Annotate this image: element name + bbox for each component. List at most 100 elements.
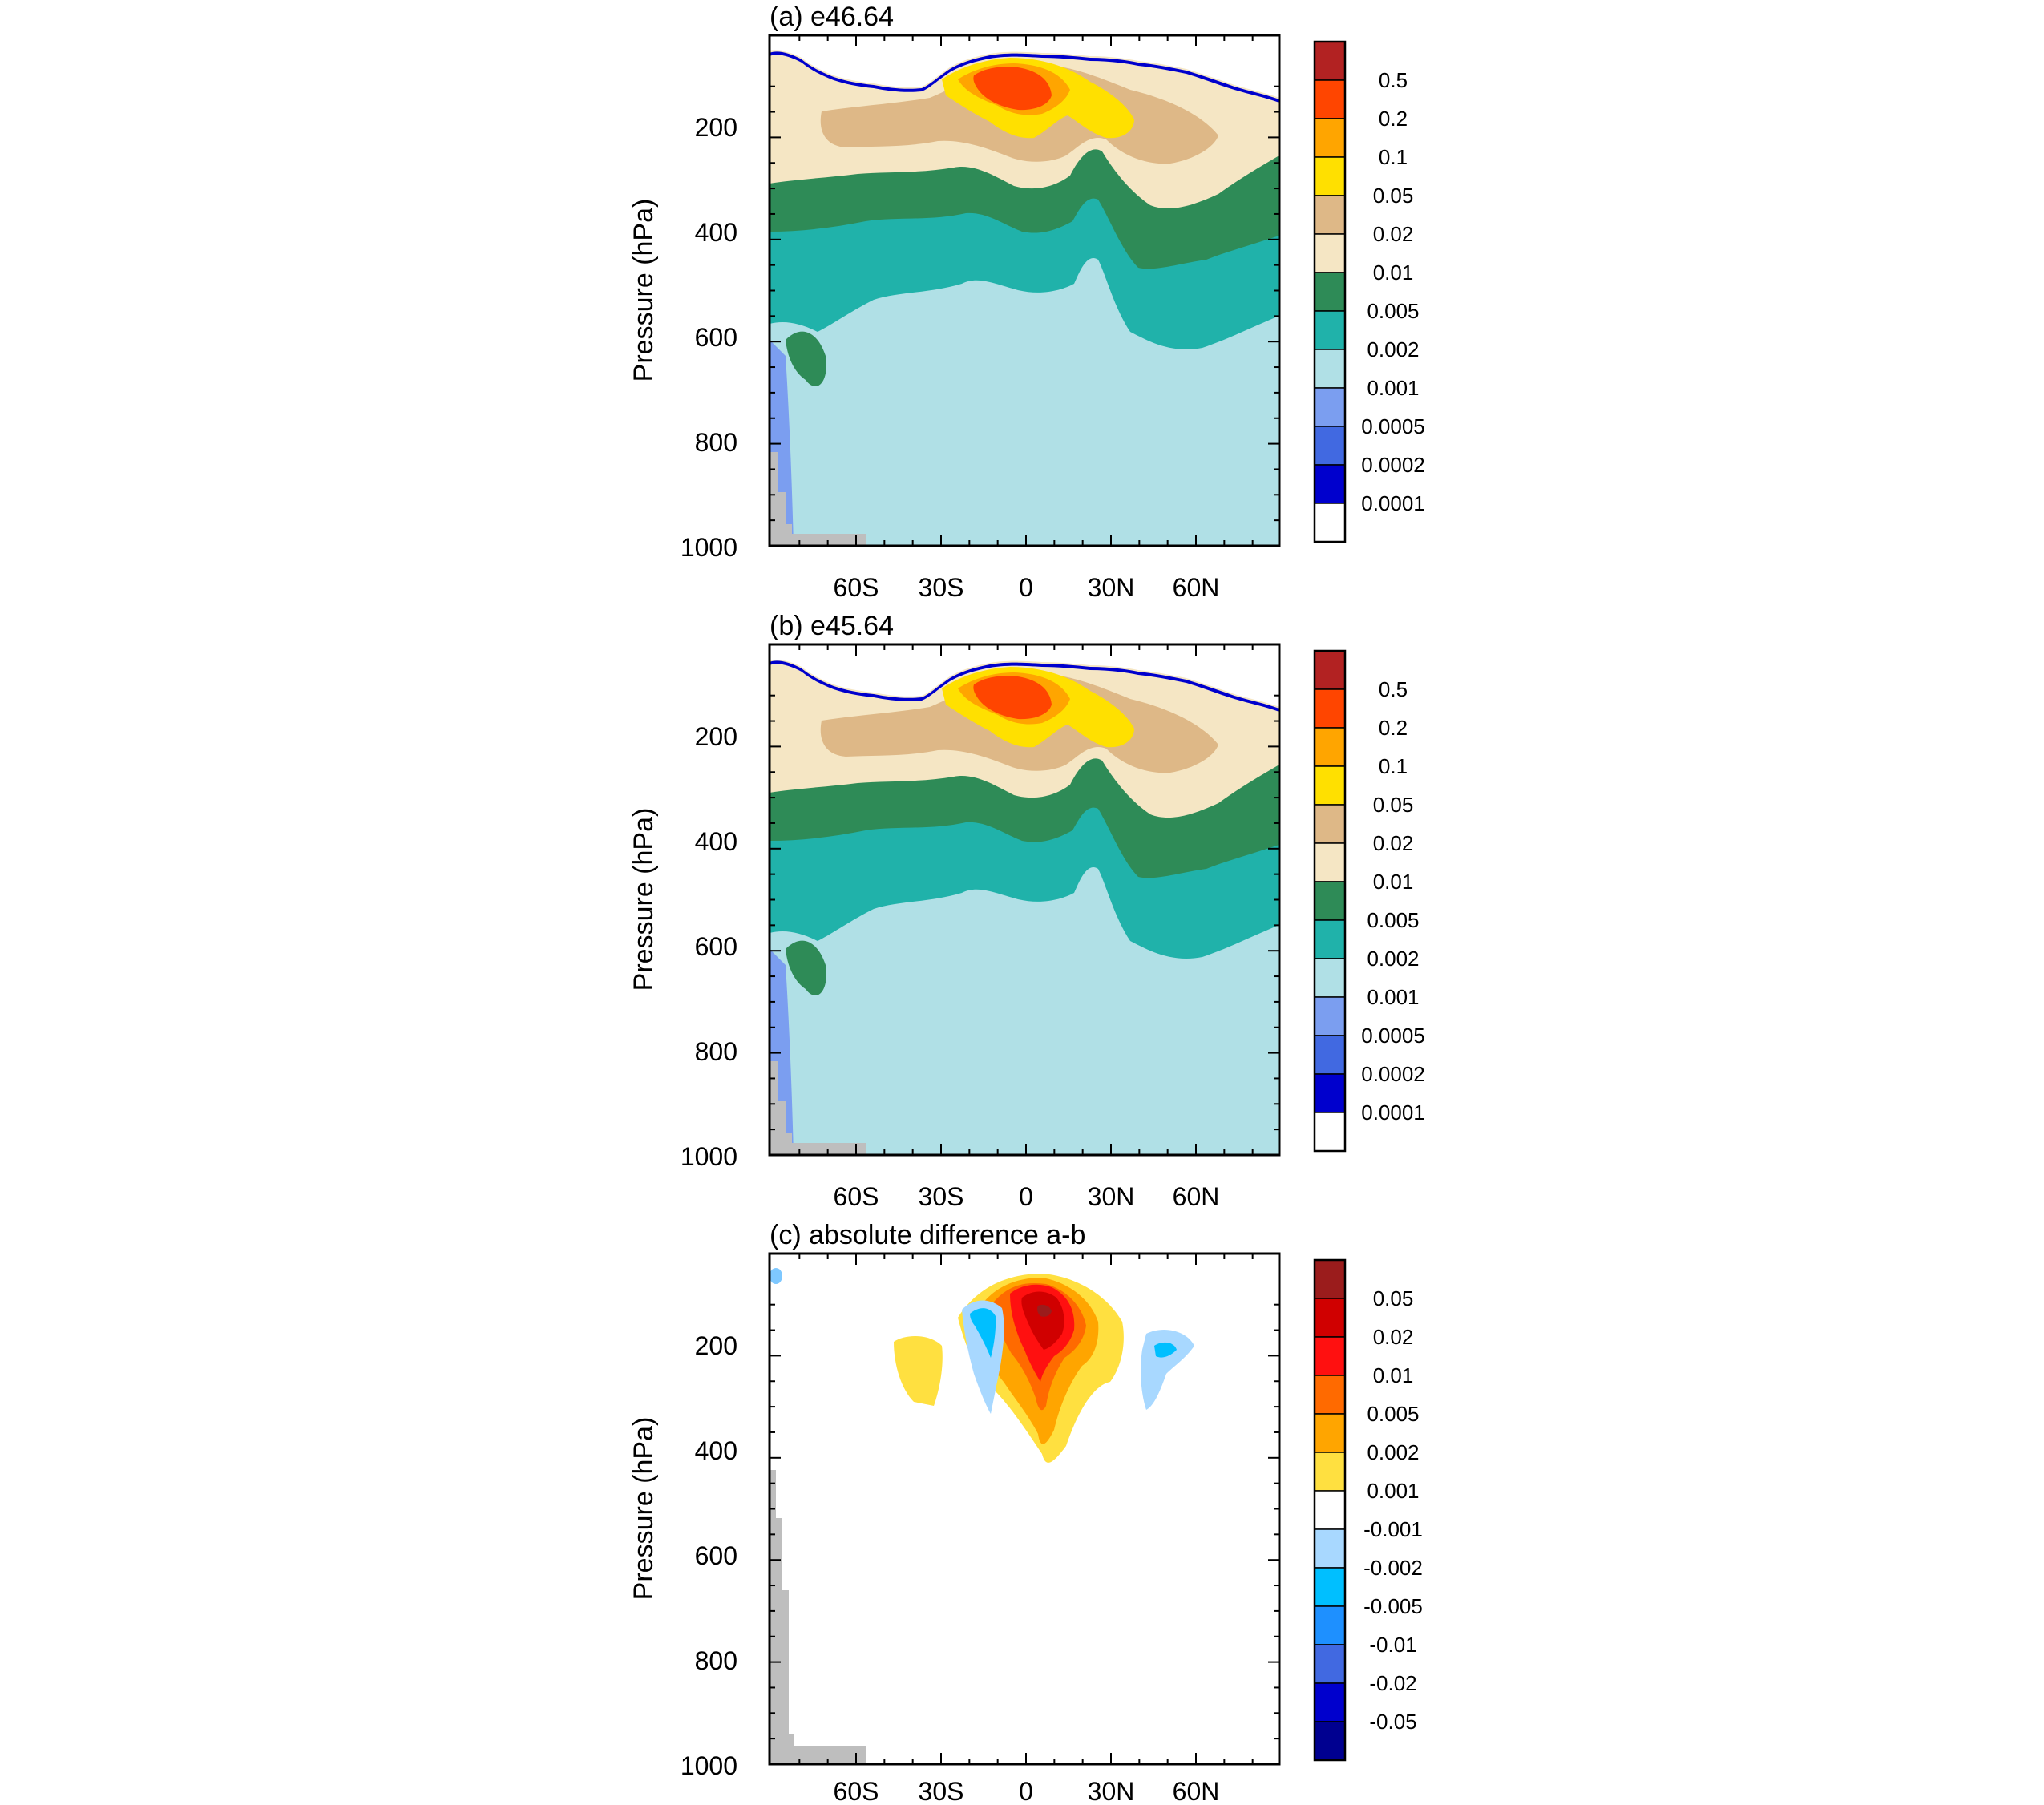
panel-b-title: (b) e45.64 xyxy=(770,611,894,641)
panel-a-ytick-800: 800 xyxy=(695,428,737,457)
panel-c-xticks: 60S 30S 0 30N 60N xyxy=(834,1777,1220,1805)
panel-a-ytick-600: 600 xyxy=(695,323,737,352)
colorbar-label: 0.5 xyxy=(1379,68,1408,92)
colorbar-frame xyxy=(1313,649,1347,1153)
colorbar-swatch xyxy=(1314,1452,1346,1492)
panel-a-xticks: 60S 30S 0 30N 60N xyxy=(834,573,1220,602)
colorbar-swatch xyxy=(1314,233,1346,273)
panel-a-ytick-400: 400 xyxy=(695,218,737,247)
colorbar-frame xyxy=(1313,40,1347,543)
colorbar-swatch xyxy=(1314,1682,1346,1722)
panel-c-ytick-800: 800 xyxy=(695,1646,737,1675)
panel-a-ylabel: Pressure (hPa) xyxy=(628,199,659,382)
colorbar-swatch xyxy=(1314,650,1346,690)
colorbar-label: 0.002 xyxy=(1367,947,1419,971)
colorbar-label: 0.01 xyxy=(1373,260,1414,285)
colorbar-swatch xyxy=(1314,842,1346,882)
colorbar-swatch xyxy=(1314,310,1346,350)
colorbar-swatch xyxy=(1314,1528,1346,1569)
colorbar-swatch xyxy=(1314,156,1346,196)
panel-a-field xyxy=(770,35,1279,546)
panel-b-yticks: 200 400 600 800 1000 xyxy=(681,722,737,1171)
colorbar-swatch xyxy=(1314,1644,1346,1684)
colorbar-swatch xyxy=(1314,1490,1346,1530)
panel-b-xtick-60s: 60S xyxy=(834,1182,879,1211)
panel-a: (a) e46.64 Pressure (hPa) 200 400 600 80… xyxy=(628,2,1425,602)
colorbar-label: 0.002 xyxy=(1367,337,1419,361)
colorbar-swatch xyxy=(1314,426,1346,466)
panel-c-xtick-60n: 60N xyxy=(1173,1777,1220,1805)
colorbar-label: 0.001 xyxy=(1367,1479,1419,1503)
panel-c-ytick-200: 200 xyxy=(695,1331,737,1360)
panel-b: (b) e45.64 Pressure (hPa) 200 400 600 80… xyxy=(628,611,1425,1211)
panel-b-ytick-200: 200 xyxy=(695,722,737,751)
colorbar-swatch xyxy=(1314,272,1346,312)
colorbar-label: 0.001 xyxy=(1367,376,1419,400)
panel-b-xtick-30n: 30N xyxy=(1088,1182,1135,1211)
panel-c-xtick-60s: 60S xyxy=(834,1777,879,1805)
panel-c-ylabel: Pressure (hPa) xyxy=(628,1417,659,1601)
panel-b-ytick-800: 800 xyxy=(695,1037,737,1066)
panel-b-field xyxy=(770,644,1279,1155)
colorbar-label: 0.1 xyxy=(1379,754,1408,778)
colorbar-label: 0.02 xyxy=(1373,222,1414,246)
colorbar-label: -0.002 xyxy=(1363,1556,1423,1580)
colorbar-swatch xyxy=(1314,881,1346,921)
panel-c-xtick-30s: 30S xyxy=(919,1777,964,1805)
panel-c-title: (c) absolute difference a-b xyxy=(770,1220,1085,1250)
panel-c-xtick-30n: 30N xyxy=(1088,1777,1135,1805)
colorbar-swatch xyxy=(1314,1073,1346,1113)
colorbar-label: 0.2 xyxy=(1379,716,1408,740)
colorbar-label: 0.0005 xyxy=(1361,414,1425,438)
panel-c-tickmarks xyxy=(770,1254,1279,1765)
panel-c: (c) absolute difference a-b Pressure (hP… xyxy=(628,1220,1423,1805)
panel-b-ylabel: Pressure (hPa) xyxy=(628,808,659,991)
colorbar-swatch xyxy=(1314,195,1346,235)
colorbar-swatch xyxy=(1314,503,1346,543)
panel-a-ytick-200: 200 xyxy=(695,113,737,142)
colorbar-swatch xyxy=(1314,41,1346,81)
colorbar-label: -0.02 xyxy=(1369,1671,1416,1695)
colorbar-swatch xyxy=(1314,349,1346,389)
colorbar-swatch xyxy=(1314,79,1346,119)
colorbar-swatch xyxy=(1314,1413,1346,1453)
colorbar-label: 0.005 xyxy=(1367,1402,1419,1426)
panel-b-xtick-60n: 60N xyxy=(1173,1182,1220,1211)
panel-a-xtick-60n: 60N xyxy=(1173,573,1220,602)
colorbar-label: 0.01 xyxy=(1373,1363,1414,1387)
panel-a-xtick-60s: 60S xyxy=(834,573,879,602)
colorbar-label: 0.0001 xyxy=(1361,491,1425,515)
colorbar-swatch xyxy=(1314,996,1346,1036)
panel-c-yticks: 200 400 600 800 1000 xyxy=(681,1331,737,1780)
colorbar-swatch xyxy=(1314,1605,1346,1645)
panel-c-ytick-1000: 1000 xyxy=(681,1751,737,1780)
panel-b-colorbar: 0.5 0.2 0.1 0.05 0.02 0.01 0.005 0.002 0.001 0.00… xyxy=(1313,649,1425,1153)
colorbar-label: 0.001 xyxy=(1367,985,1419,1009)
colorbar-swatch xyxy=(1314,464,1346,504)
panel-b-ytick-1000: 1000 xyxy=(681,1142,737,1171)
colorbar-swatch xyxy=(1314,1567,1346,1607)
panel-c-ytick-600: 600 xyxy=(695,1541,737,1570)
colorbar-swatch xyxy=(1314,118,1346,158)
panel-c-field xyxy=(770,1254,1279,1764)
colorbar-label: 0.0005 xyxy=(1361,1024,1425,1048)
panel-a-colorbar: 0.5 0.2 0.1 0.05 0.02 0.01 0.005 0.002 0.001 0.00… xyxy=(1313,40,1425,543)
colorbar-swatch xyxy=(1314,1259,1346,1299)
colorbar-swatch xyxy=(1314,765,1346,806)
panel-b-ytick-400: 400 xyxy=(695,827,737,856)
panel-b-xtick-0: 0 xyxy=(1019,1182,1033,1211)
colorbar-swatch xyxy=(1314,1721,1346,1761)
panel-c-ytick-400: 400 xyxy=(695,1436,737,1465)
colorbar-label: 0.1 xyxy=(1379,145,1408,169)
colorbar-label: 0.05 xyxy=(1373,1286,1414,1310)
colorbar-label: 0.002 xyxy=(1367,1440,1419,1464)
panel-a-xtick-30s: 30S xyxy=(919,573,964,602)
colorbar-label: 0.5 xyxy=(1379,677,1408,701)
colorbar-swatch xyxy=(1314,1375,1346,1415)
panel-b-xtick-30s: 30S xyxy=(919,1182,964,1211)
panel-b-ytick-600: 600 xyxy=(695,932,737,961)
colorbar-swatch xyxy=(1314,1298,1346,1338)
colorbar-label: 0.02 xyxy=(1373,1325,1414,1349)
colorbar-label: 0.005 xyxy=(1367,908,1419,932)
